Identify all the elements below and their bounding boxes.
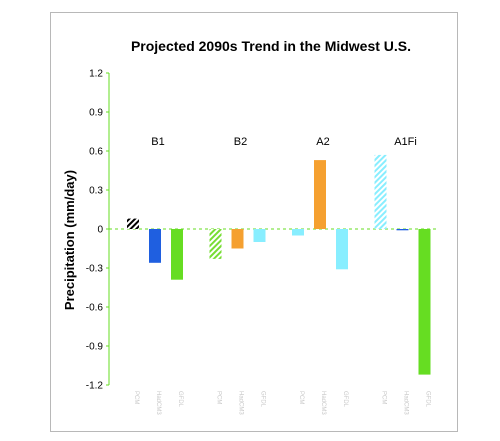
bar bbox=[314, 160, 326, 229]
chart-frame: Projected 2090s Trend in the Midwest U.S… bbox=[50, 12, 458, 432]
labels: 1.2 0.9 0.6 0.3 0 -0.3 -0.6 -0.9 -1.2 B1 PCM HadCM3… bbox=[86, 69, 431, 416]
category-label: HadCM3 bbox=[403, 391, 409, 415]
group-label: B1 bbox=[151, 136, 164, 148]
y-tick-label: 0.9 bbox=[89, 108, 103, 119]
y-tick-label: 0.3 bbox=[89, 186, 103, 197]
bar bbox=[418, 229, 431, 375]
group-label: A1Fi bbox=[394, 136, 417, 148]
category-label: PCM bbox=[133, 391, 139, 404]
group-label: A2 bbox=[316, 136, 329, 148]
y-tick-label: -1.2 bbox=[86, 381, 104, 392]
y-tick-label: -0.6 bbox=[86, 303, 104, 314]
y-tick-label: -0.9 bbox=[86, 342, 104, 353]
y-tick-label: 1.2 bbox=[89, 69, 103, 80]
category-label: HadCM3 bbox=[320, 391, 326, 415]
category-label: PCM bbox=[216, 391, 222, 404]
bar bbox=[149, 229, 161, 263]
category-label: PCM bbox=[381, 391, 387, 404]
bar bbox=[127, 218, 139, 229]
bars bbox=[127, 154, 431, 375]
category-label: GFDL bbox=[260, 391, 266, 408]
bar bbox=[209, 229, 222, 259]
y-tick-label: 0.6 bbox=[89, 147, 103, 158]
bar bbox=[231, 229, 244, 249]
y-axis-label: Precipitation (mm/day) bbox=[62, 170, 77, 310]
bar bbox=[374, 154, 387, 229]
bar bbox=[292, 229, 304, 236]
category-label: PCM bbox=[298, 391, 304, 404]
category-label: GFDL bbox=[425, 391, 431, 408]
chart-title: Projected 2090s Trend in the Midwest U.S… bbox=[131, 38, 411, 54]
group-label: B2 bbox=[234, 136, 247, 148]
category-label: HadCM3 bbox=[238, 391, 244, 415]
bar bbox=[336, 229, 348, 270]
bar bbox=[171, 229, 183, 280]
category-label: HadCM3 bbox=[155, 391, 161, 415]
axes bbox=[106, 72, 439, 386]
bar bbox=[396, 229, 409, 231]
y-tick-label: 0 bbox=[97, 225, 103, 236]
y-tick-label: -0.3 bbox=[86, 264, 104, 275]
category-label: GFDL bbox=[342, 391, 348, 408]
category-label: GFDL bbox=[177, 391, 183, 408]
precipitation-chart: Projected 2090s Trend in the Midwest U.S… bbox=[62, 38, 439, 416]
bar bbox=[253, 229, 266, 242]
